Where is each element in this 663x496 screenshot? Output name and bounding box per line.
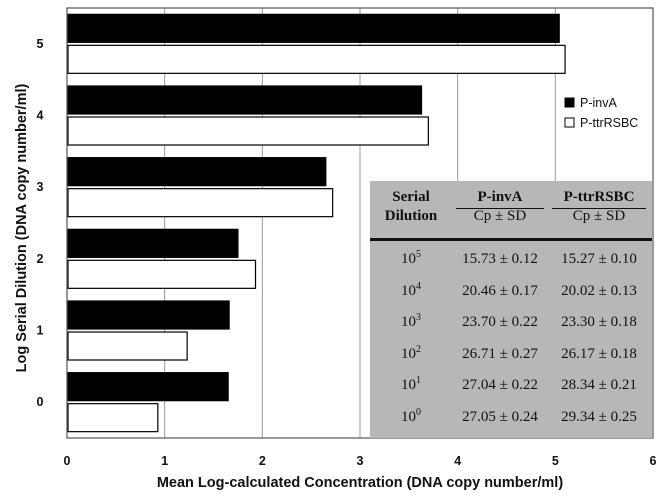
cell-p-invA: 23.70 ± 0.22: [462, 314, 538, 330]
cell-p-ttrRSBC: 15.27 ± 0.10: [561, 251, 637, 267]
cell-p-ttrRSBC: 28.34 ± 0.21: [561, 377, 637, 393]
cell-serial-dilution: 101: [401, 375, 421, 394]
table-row: 103 23.70 ± 0.22 23.30 ± 0.18: [370, 308, 652, 339]
bar-P-invA-1: [67, 300, 230, 330]
x-tick-5: 5: [552, 454, 559, 468]
x-tick-labels: 0 1 2 3 4 5 6: [64, 454, 657, 468]
y-tick-labels: 0 1 2 3 4 5: [37, 37, 44, 409]
legend-label-ttrRSBC: P-ttrRSBC: [580, 116, 638, 130]
legend-swatch-ttrRSBC: [564, 117, 575, 128]
y-tick-4: 4: [37, 109, 44, 123]
cp-data-table: Serial Dilution P-invA Cp ± SD P-ttrRSBC…: [370, 181, 652, 438]
bar-P-invA-4: [67, 85, 423, 115]
x-tick-3: 3: [357, 454, 364, 468]
plot-frame: [66, 7, 654, 439]
table-header: Serial Dilution P-invA Cp ± SD P-ttrRSBC…: [370, 181, 652, 241]
header-rule: [370, 238, 652, 241]
header-underline-ttrRSBC: [552, 208, 646, 209]
header-p-ttrRSBC: P-ttrRSBC Cp ± SD: [563, 189, 635, 224]
table-row: 104 20.46 ± 0.17 20.02 ± 0.13: [370, 277, 652, 308]
x-tick-6: 6: [650, 454, 657, 468]
legend-swatch-invA: [564, 97, 575, 108]
cell-serial-dilution: 100: [401, 406, 421, 425]
bar-P-invA-0: [67, 372, 229, 402]
cell-p-ttrRSBC: 23.30 ± 0.18: [561, 314, 637, 330]
bar-P-ttrRSBC-4: [67, 116, 429, 146]
bar-P-invA-3: [67, 157, 327, 187]
cell-serial-dilution: 104: [401, 280, 421, 299]
header-serial-dilution: Serial Dilution: [384, 189, 438, 224]
x-tick-2: 2: [259, 454, 266, 468]
y-tick-2: 2: [37, 252, 44, 266]
y-tick-3: 3: [37, 180, 44, 194]
bar-P-ttrRSBC-5: [67, 44, 566, 74]
x-tick-0: 0: [64, 454, 71, 468]
x-tick-1: 1: [161, 454, 168, 468]
bar-P-ttrRSBC-1: [67, 331, 188, 361]
legend: P-invA P-ttrRSBC: [564, 96, 638, 130]
cell-p-ttrRSBC: 29.34 ± 0.25: [561, 408, 637, 425]
bar-P-invA-5: [67, 13, 560, 43]
cell-p-ttrRSBC: 26.17 ± 0.18: [561, 345, 637, 362]
y-tick-5: 5: [37, 37, 44, 51]
table-row: 102 26.71 ± 0.27 26.17 ± 0.18: [370, 340, 652, 371]
cell-serial-dilution: 103: [401, 312, 421, 331]
cell-p-invA: 20.46 ± 0.17: [462, 282, 538, 299]
table-row: 100 27.05 ± 0.24 29.34 ± 0.25: [370, 403, 652, 434]
x-axis-label: Mean Log-calculated Concentration (DNA c…: [157, 475, 563, 491]
bars: [67, 13, 566, 433]
cell-serial-dilution: 105: [401, 249, 421, 268]
y-tick-1: 1: [37, 324, 44, 338]
bar-P-ttrRSBC-3: [67, 188, 334, 218]
table-row: 105 15.73 ± 0.12 15.27 ± 0.10: [370, 245, 652, 276]
legend-label-invA: P-invA: [580, 96, 617, 110]
bar-P-ttrRSBC-2: [67, 259, 257, 289]
y-axis-label: Log Serial Dilution (DNA copy number/ml): [14, 83, 30, 372]
header-underline-invA: [456, 208, 544, 209]
cell-p-invA: 27.05 ± 0.24: [462, 408, 538, 425]
cell-serial-dilution: 102: [401, 343, 421, 362]
y-tick-0: 0: [37, 395, 44, 409]
bar-P-ttrRSBC-0: [67, 403, 159, 433]
cell-p-invA: 15.73 ± 0.12: [462, 251, 538, 267]
header-p-invA: P-invA Cp ± SD: [473, 189, 527, 224]
bar-P-invA-2: [67, 228, 239, 258]
x-tick-4: 4: [454, 454, 461, 468]
cell-p-invA: 26.71 ± 0.27: [462, 345, 538, 362]
table-row: 101 27.04 ± 0.22 28.34 ± 0.21: [370, 371, 652, 402]
cell-p-invA: 27.04 ± 0.22: [462, 377, 538, 393]
cell-p-ttrRSBC: 20.02 ± 0.13: [561, 282, 637, 299]
